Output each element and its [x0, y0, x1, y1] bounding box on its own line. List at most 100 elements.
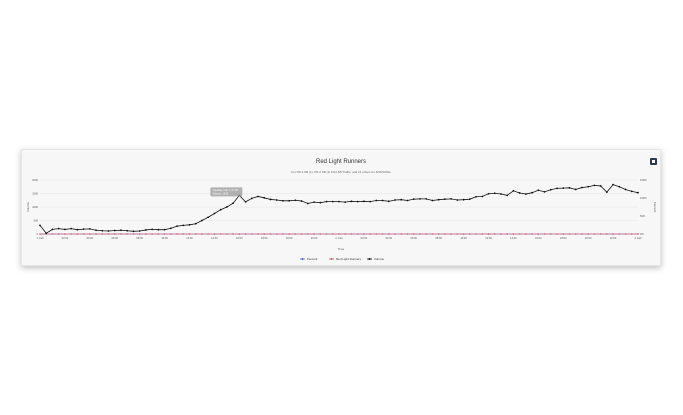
red-light-runners-point[interactable] — [512, 233, 515, 235]
volume-point[interactable] — [350, 200, 353, 203]
red-light-runners-point[interactable] — [163, 233, 166, 235]
red-light-runners-point[interactable] — [95, 233, 97, 235]
red-light-runners-point[interactable] — [363, 233, 365, 235]
volume-point[interactable] — [213, 212, 216, 215]
red-light-runners-point[interactable] — [170, 233, 172, 235]
red-light-runners-point[interactable] — [481, 233, 483, 235]
volume-point[interactable] — [144, 229, 147, 231]
red-light-runners-point[interactable] — [456, 233, 459, 235]
volume-point[interactable] — [419, 198, 421, 200]
red-light-runners-point[interactable] — [195, 233, 197, 235]
red-light-runners-point[interactable] — [176, 233, 178, 235]
volume-point[interactable] — [95, 229, 97, 232]
volume-point[interactable] — [556, 187, 558, 190]
red-light-runners-point[interactable] — [188, 233, 191, 235]
red-light-runners-point[interactable] — [462, 233, 465, 235]
legend-label[interactable]: Volume — [374, 257, 384, 261]
red-light-runners-point[interactable] — [132, 233, 135, 235]
red-light-runners-point[interactable] — [107, 233, 110, 235]
red-light-runners-point[interactable] — [126, 233, 128, 235]
volume-point[interactable] — [375, 199, 378, 202]
red-light-runners-point[interactable] — [226, 233, 228, 235]
red-light-runners-point[interactable] — [338, 233, 340, 235]
volume-point[interactable] — [331, 200, 334, 203]
legend-label[interactable]: Red Light Runners — [336, 257, 362, 261]
volume-point[interactable] — [132, 230, 135, 233]
red-light-runners-point[interactable] — [487, 233, 490, 235]
volume-point[interactable] — [493, 192, 496, 195]
volume-point[interactable] — [113, 229, 116, 232]
red-light-runners-point[interactable] — [82, 233, 85, 235]
red-light-runners-point[interactable] — [300, 233, 303, 235]
red-light-runners-point[interactable] — [531, 233, 533, 235]
volume-point[interactable] — [512, 189, 515, 192]
red-light-runners-point[interactable] — [332, 233, 334, 235]
red-light-runners-point[interactable] — [618, 233, 621, 235]
volume-point[interactable] — [450, 198, 453, 200]
volume-point[interactable] — [294, 199, 297, 202]
volume-point[interactable] — [138, 230, 141, 232]
volume-point[interactable] — [207, 216, 210, 219]
red-light-runners-point[interactable] — [145, 233, 147, 235]
red-light-runners-point[interactable] — [369, 233, 371, 235]
chart-menu-button[interactable] — [650, 158, 657, 165]
volume-point[interactable] — [64, 228, 66, 231]
red-light-runners-point[interactable] — [518, 233, 521, 235]
volume-point[interactable] — [587, 185, 590, 188]
volume-point[interactable] — [394, 199, 396, 201]
red-light-runners-point[interactable] — [475, 233, 477, 235]
volume-point[interactable] — [518, 192, 521, 194]
red-light-runners-point[interactable] — [581, 233, 583, 235]
volume-point[interactable] — [325, 200, 328, 203]
volume-point[interactable] — [107, 230, 110, 232]
red-light-runners-point[interactable] — [120, 233, 122, 235]
red-light-runners-point[interactable] — [232, 233, 234, 235]
red-light-runners-point[interactable] — [57, 233, 60, 235]
volume-point[interactable] — [443, 198, 446, 201]
red-light-runners-point[interactable] — [624, 233, 627, 235]
legend-marker[interactable] — [301, 258, 304, 260]
red-light-runners-point[interactable] — [356, 233, 359, 235]
volume-point[interactable] — [412, 198, 415, 201]
red-light-runners-point[interactable] — [288, 233, 290, 235]
volume-point[interactable] — [481, 195, 484, 198]
red-light-runners-point[interactable] — [375, 233, 378, 235]
red-light-runners-point[interactable] — [76, 233, 79, 235]
volume-point[interactable] — [126, 229, 129, 232]
red-light-runners-point[interactable] — [263, 233, 265, 235]
volume-point[interactable] — [250, 197, 253, 200]
volume-point[interactable] — [169, 227, 172, 230]
volume-point[interactable] — [101, 229, 104, 232]
red-light-runners-point[interactable] — [612, 233, 614, 235]
red-light-runners-point[interactable] — [406, 233, 409, 235]
red-light-runners-point[interactable] — [568, 233, 571, 235]
red-light-runners-point[interactable] — [556, 233, 558, 235]
volume-point[interactable] — [437, 198, 440, 201]
red-light-runners-point[interactable] — [506, 233, 508, 235]
volume-point[interactable] — [400, 198, 403, 201]
red-light-runners-point[interactable] — [593, 233, 596, 235]
red-light-runners-point[interactable] — [394, 233, 396, 235]
volume-point[interactable] — [581, 186, 583, 189]
red-light-runners-point[interactable] — [606, 233, 608, 235]
volume-point[interactable] — [244, 200, 247, 203]
volume-point[interactable] — [225, 206, 228, 208]
volume-point[interactable] — [487, 192, 490, 195]
red-light-runners-point[interactable] — [450, 233, 452, 235]
red-light-runners-point[interactable] — [244, 233, 247, 235]
volume-point[interactable] — [151, 228, 154, 231]
red-light-runners-point[interactable] — [575, 233, 577, 235]
volume-point[interactable] — [344, 201, 347, 204]
volume-point[interactable] — [549, 188, 552, 191]
volume-point[interactable] — [506, 194, 509, 197]
volume-point[interactable] — [194, 222, 197, 225]
volume-point[interactable] — [70, 227, 73, 230]
red-light-runners-point[interactable] — [101, 233, 103, 235]
volume-point[interactable] — [263, 196, 266, 199]
red-light-runners-point[interactable] — [213, 233, 216, 235]
red-light-runners-point[interactable] — [525, 233, 527, 235]
volume-point[interactable] — [406, 199, 409, 202]
red-light-runners-point[interactable] — [413, 233, 415, 235]
volume-point[interactable] — [475, 195, 477, 198]
volume-point[interactable] — [288, 199, 291, 202]
